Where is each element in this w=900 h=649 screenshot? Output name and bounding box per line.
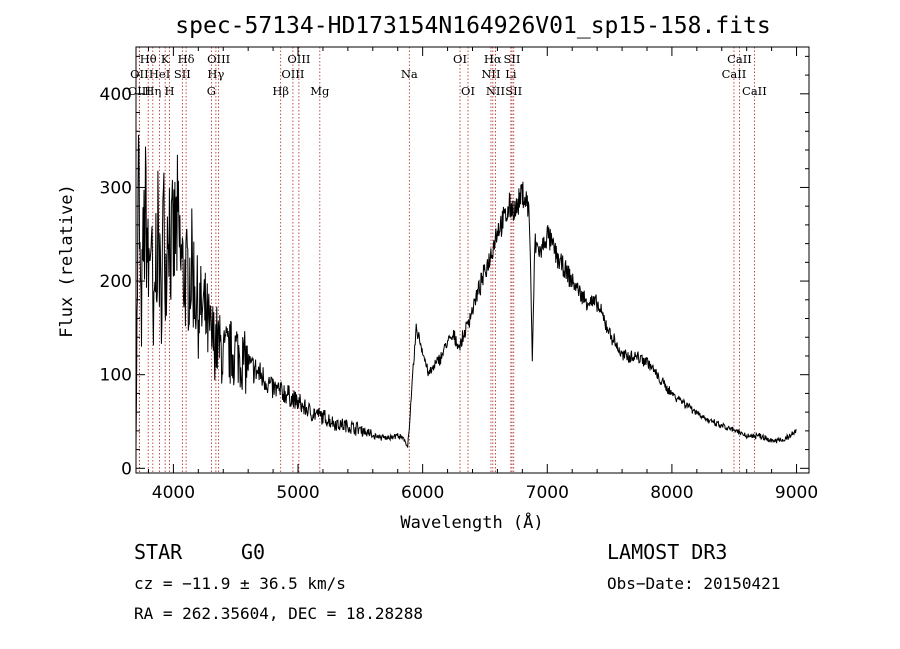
spectral-line-label: H	[165, 84, 175, 98]
spectral-line-label: OII	[130, 67, 149, 81]
spectral-line-label: HeI	[149, 67, 170, 81]
spectral-line-label: NII	[481, 67, 500, 81]
spectral-line-label: G	[207, 84, 216, 98]
y-tick-label: 200	[100, 272, 132, 292]
y-tick-label: 100	[100, 366, 132, 386]
spectral-line-label: Li	[505, 67, 517, 81]
sky-coordinates: RA = 262.35604, DEC = 18.28288	[134, 604, 423, 623]
x-tick-label: 6000	[401, 483, 444, 503]
spectral-line-label: SII	[504, 52, 521, 66]
spectral-line-label: CaII	[727, 52, 752, 66]
spectral-line-label: OIII	[287, 52, 310, 66]
spectral-line-label: Mg	[310, 84, 330, 98]
y-tick-label: 300	[100, 178, 132, 198]
spectral-line-label: CaII	[722, 67, 747, 81]
spectral-subclass: G0	[241, 540, 266, 564]
y-tick-label: 0	[121, 459, 132, 479]
spectral-line-markers	[138, 47, 755, 473]
spectral-line-label: SII	[505, 84, 522, 98]
spectral-line-label: OIII	[207, 52, 230, 66]
plot-frame	[135, 46, 810, 474]
chart-title: spec-57134-HD173154N164926V01_sp15-158.f…	[175, 13, 770, 39]
spectral-line-label: Hα	[484, 52, 502, 66]
spectral-line-label: OIII	[281, 67, 304, 81]
observation-date: Obs−Date: 20150421	[607, 574, 781, 593]
spectral-line-label: NII	[486, 84, 505, 98]
spectral-line-label: Hγ	[207, 67, 224, 81]
spectral-line-label: Hθ	[140, 52, 157, 66]
y-tick-label: 400	[100, 85, 132, 105]
x-tick-label: 7000	[526, 483, 569, 503]
spectral-line-label: Na	[401, 67, 418, 81]
spectrum-chart: spec-57134-HD173154N164926V01_sp15-158.f…	[57, 13, 818, 533]
y-axis-label: Flux (relative)	[57, 184, 77, 338]
survey-name: LAMOST DR3	[607, 540, 728, 564]
x-axis-label: Wavelength (Å)	[400, 511, 543, 533]
spectral-line-label: K	[161, 52, 170, 66]
spectral-line-label: OIII	[128, 84, 151, 98]
flux-series-line	[135, 134, 797, 448]
spectral-line-label: Hδ	[178, 52, 195, 66]
axis-ticks: 4000 5000 6000 7000 8000 9000 0 100 200 300 400	[100, 47, 818, 503]
spectral-line-label: SII	[174, 67, 191, 81]
spectral-line-label: OI	[461, 84, 475, 98]
x-tick-label: 9000	[775, 483, 818, 503]
x-tick-label: 4000	[152, 483, 195, 503]
object-class: STAR	[134, 540, 183, 564]
spectral-line-label: Hη	[144, 84, 161, 98]
spectral-line-label: CaII	[742, 84, 767, 98]
x-tick-label: 8000	[650, 483, 693, 503]
spectral-line-label: Hβ	[272, 84, 289, 98]
spectral-line-label: OI	[453, 52, 467, 66]
x-tick-label: 5000	[276, 483, 319, 503]
redshift-velocity: cz = −11.9 ± 36.5 km/s	[134, 574, 346, 593]
